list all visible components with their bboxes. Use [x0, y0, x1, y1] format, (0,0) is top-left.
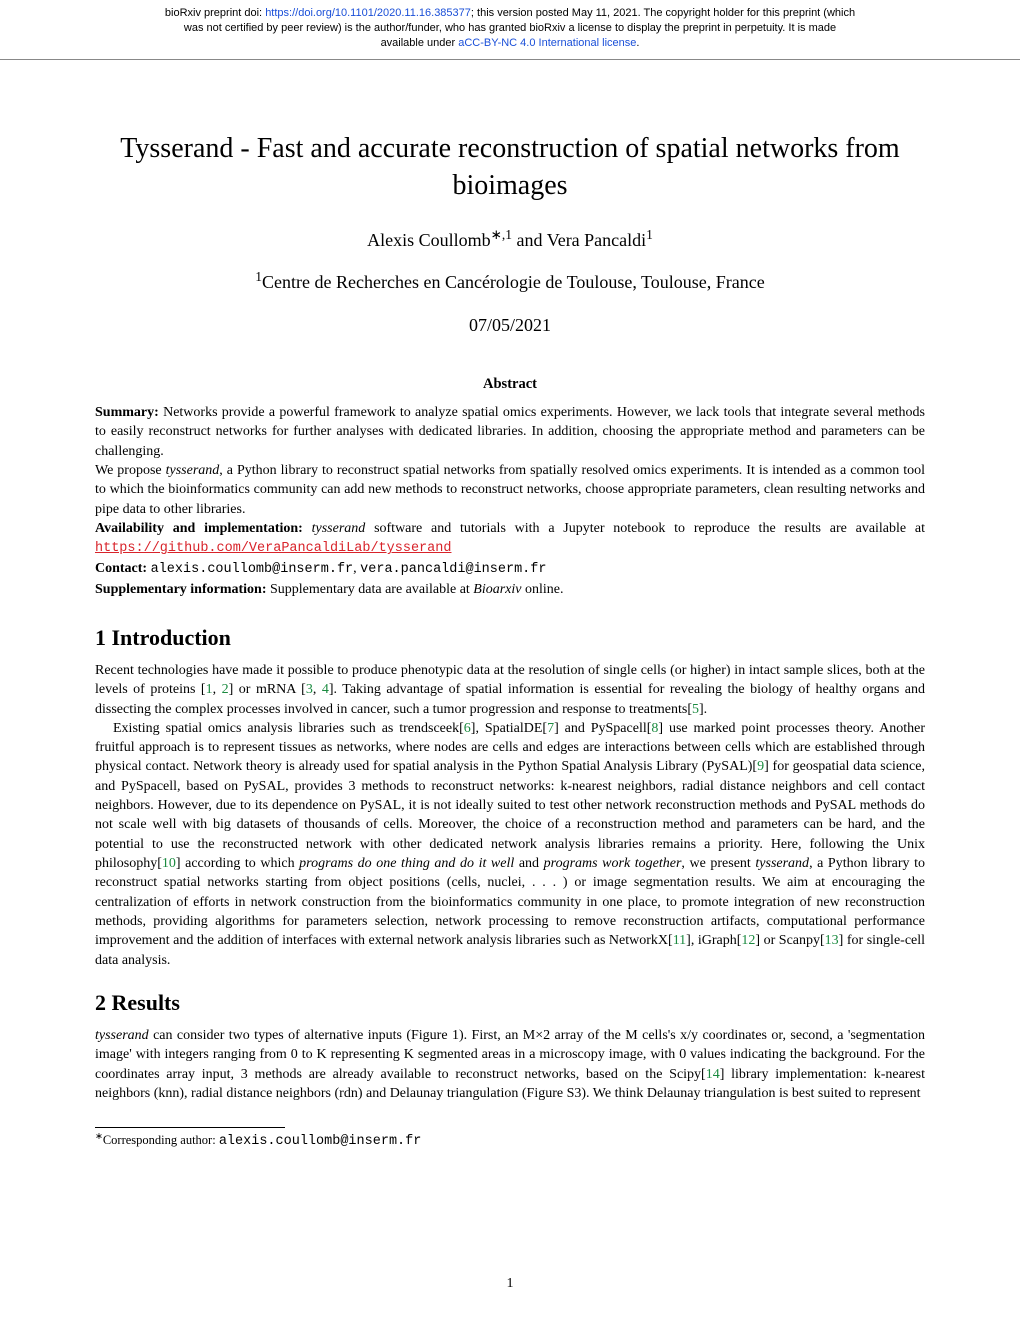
contact-email-2: vera.pancaldi@inserm.fr	[360, 562, 546, 577]
intro-p1-b: ] or mRNA [	[229, 682, 306, 697]
intro-p2-f: ] according to which	[176, 856, 299, 871]
cite-5[interactable]: 5	[692, 702, 699, 717]
cite-1[interactable]: 1	[206, 682, 213, 697]
footnote-text: Corresponding author:	[103, 1133, 219, 1147]
paper-title: Tysserand - Fast and accurate reconstruc…	[95, 130, 925, 206]
page-content: Tysserand - Fast and accurate reconstruc…	[0, 60, 1020, 1150]
authors: Alexis Coullomb∗,1 and Vera Pancaldi1	[95, 227, 925, 251]
sep-1: ,	[213, 682, 222, 697]
affiliation: 1Centre de Recherches en Cancérologie de…	[95, 269, 925, 293]
preprint-text-1b: ; this version posted May 11, 2021. The …	[471, 7, 855, 19]
intro-p2-n: ] or Scanpy[	[755, 933, 824, 948]
contact-email-1: alexis.coullomb@inserm.fr	[151, 562, 354, 577]
abstract-contact: Contact: alexis.coullomb@inserm.fr, vera…	[95, 559, 925, 580]
intro-p2-m: ], iGraph[	[686, 933, 741, 948]
intro-p2-i: programs work together	[544, 856, 682, 871]
doi-link[interactable]: https://doi.org/10.1101/2020.11.16.38537…	[265, 7, 471, 19]
abstract-p1-rest: Networks provide a powerful framework to…	[95, 405, 925, 459]
abstract-supplementary: Supplementary information: Supplementary…	[95, 580, 925, 599]
cite-12[interactable]: 12	[741, 933, 755, 948]
cite-11[interactable]: 11	[673, 933, 686, 948]
introduction-body: Recent technologies have made it possibl…	[95, 661, 925, 970]
footnote-rule	[95, 1127, 285, 1128]
intro-p2-j: , we present	[681, 856, 755, 871]
intro-p2-a: Existing spatial omics analysis librarie…	[113, 721, 464, 736]
abstract-heading: Abstract	[95, 376, 925, 393]
supp-bioarxiv: Bioarxiv	[473, 582, 521, 597]
intro-p2-h: and	[514, 856, 543, 871]
intro-p1: Recent technologies have made it possibl…	[95, 661, 925, 719]
section-results-heading: 2 Results	[95, 990, 925, 1016]
intro-p2-k: tysserand	[755, 856, 809, 871]
cite-6[interactable]: 6	[464, 721, 471, 736]
abstract-summary: Summary: Networks provide a powerful fra…	[95, 403, 925, 461]
contact-label: Contact:	[95, 561, 151, 576]
intro-p1-d: ].	[699, 702, 707, 717]
cite-14[interactable]: 14	[706, 1067, 720, 1082]
intro-p2: Existing spatial omics analysis librarie…	[95, 719, 925, 970]
intro-p2-g: programs do one thing and do it well	[299, 856, 514, 871]
sep-2: ,	[313, 682, 322, 697]
repo-link[interactable]: https://github.com/VeraPancaldiLab/tysse…	[95, 541, 451, 556]
results-p1: tysserand can consider two types of alte…	[95, 1026, 925, 1103]
supp-text-d: online.	[522, 582, 564, 597]
abstract-p2: We propose tysserand, a Python library t…	[95, 461, 925, 519]
date: 07/05/2021	[95, 315, 925, 336]
results-p1-a: tysserand	[95, 1028, 149, 1043]
intro-p2-c: ] and PySpacell[	[554, 721, 651, 736]
supp-text-b: Supplementary data are available at	[270, 582, 473, 597]
footnote-email: alexis.coullomb@inserm.fr	[219, 1134, 422, 1149]
intro-p2-e: ] for geospatial data science, and PySpa…	[95, 759, 925, 871]
cite-4[interactable]: 4	[322, 682, 329, 697]
intro-p2-b: ], SpatialDE[	[471, 721, 547, 736]
cite-2[interactable]: 2	[222, 682, 229, 697]
supp-label: Supplementary information:	[95, 582, 270, 597]
cite-7[interactable]: 7	[547, 721, 554, 736]
abstract-block: Summary: Networks provide a powerful fra…	[95, 403, 925, 599]
preprint-text-1a: bioRxiv preprint doi:	[165, 7, 265, 19]
page-number: 1	[0, 1276, 1020, 1292]
footnote-marker: ∗	[95, 1132, 103, 1142]
preprint-text-3b: .	[636, 37, 639, 49]
abstract-availability: Availability and implementation: tyssera…	[95, 519, 925, 559]
cite-10[interactable]: 10	[162, 856, 176, 871]
preprint-text-2: was not certified by peer review) is the…	[184, 22, 836, 34]
section-introduction-heading: 1 Introduction	[95, 625, 925, 651]
cite-3[interactable]: 3	[306, 682, 313, 697]
preprint-text-3a: available under	[381, 37, 459, 49]
preprint-banner: bioRxiv preprint doi: https://doi.org/10…	[0, 0, 1020, 60]
cite-13[interactable]: 13	[825, 933, 839, 948]
results-body: tysserand can consider two types of alte…	[95, 1026, 925, 1103]
footnote: ∗Corresponding author: alexis.coullomb@i…	[95, 1131, 925, 1149]
license-link[interactable]: aCC-BY-NC 4.0 International license	[458, 37, 636, 49]
